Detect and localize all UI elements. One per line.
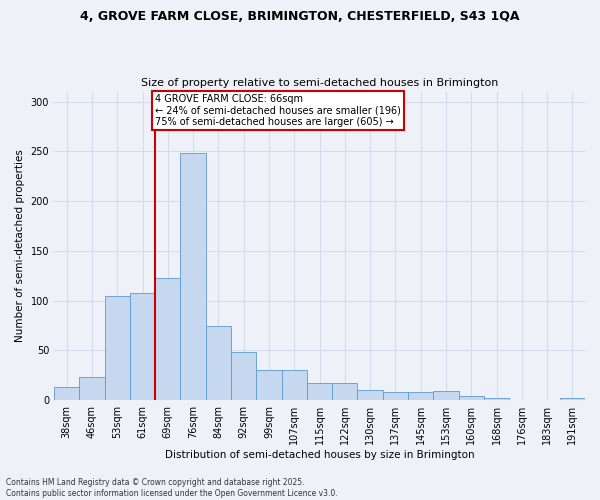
Y-axis label: Number of semi-detached properties: Number of semi-detached properties xyxy=(15,150,25,342)
Bar xyxy=(181,154,206,400)
Bar xyxy=(206,326,231,400)
Bar xyxy=(484,398,509,400)
Bar xyxy=(79,378,104,400)
Text: Contains HM Land Registry data © Crown copyright and database right 2025.
Contai: Contains HM Land Registry data © Crown c… xyxy=(6,478,338,498)
Bar xyxy=(256,370,281,400)
Bar xyxy=(130,292,155,400)
Bar xyxy=(358,390,383,400)
Bar xyxy=(383,392,408,400)
Bar xyxy=(281,370,307,400)
Text: 4, GROVE FARM CLOSE, BRIMINGTON, CHESTERFIELD, S43 1QA: 4, GROVE FARM CLOSE, BRIMINGTON, CHESTER… xyxy=(80,10,520,23)
Title: Size of property relative to semi-detached houses in Brimington: Size of property relative to semi-detach… xyxy=(141,78,498,88)
Bar xyxy=(560,398,585,400)
Bar xyxy=(307,384,332,400)
Bar xyxy=(458,396,484,400)
Bar xyxy=(231,352,256,400)
Bar xyxy=(408,392,433,400)
Bar xyxy=(433,391,458,400)
Bar xyxy=(54,388,79,400)
Bar xyxy=(155,278,181,400)
X-axis label: Distribution of semi-detached houses by size in Brimington: Distribution of semi-detached houses by … xyxy=(165,450,475,460)
Bar xyxy=(104,296,130,400)
Text: 4 GROVE FARM CLOSE: 66sqm
← 24% of semi-detached houses are smaller (196)
75% of: 4 GROVE FARM CLOSE: 66sqm ← 24% of semi-… xyxy=(155,94,401,126)
Bar xyxy=(332,384,358,400)
